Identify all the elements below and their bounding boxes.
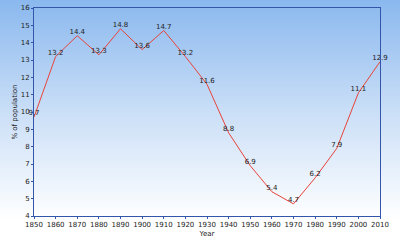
svg-text:Year: Year <box>199 230 215 238</box>
svg-text:1880: 1880 <box>90 221 108 229</box>
svg-text:1850: 1850 <box>25 221 43 229</box>
svg-text:1920: 1920 <box>176 221 194 229</box>
svg-text:6.2: 6.2 <box>310 170 321 178</box>
svg-text:1940: 1940 <box>220 221 238 229</box>
svg-text:7: 7 <box>25 160 29 168</box>
svg-text:1990: 1990 <box>328 221 346 229</box>
svg-text:16: 16 <box>21 4 30 12</box>
svg-text:1910: 1910 <box>155 221 173 229</box>
svg-text:1900: 1900 <box>133 221 151 229</box>
svg-text:14.4: 14.4 <box>69 28 85 36</box>
svg-text:12: 12 <box>21 74 30 82</box>
svg-text:13.2: 13.2 <box>178 49 194 57</box>
svg-text:6.9: 6.9 <box>245 158 256 166</box>
svg-text:11: 11 <box>21 91 30 99</box>
svg-text:13.2: 13.2 <box>48 49 64 57</box>
svg-text:15: 15 <box>21 22 30 30</box>
svg-text:9.7: 9.7 <box>28 109 39 117</box>
svg-text:4.7: 4.7 <box>288 196 299 204</box>
svg-text:1860: 1860 <box>47 221 65 229</box>
svg-text:2010: 2010 <box>371 221 389 229</box>
svg-text:9: 9 <box>25 126 29 134</box>
svg-text:4: 4 <box>25 212 30 220</box>
svg-text:13.3: 13.3 <box>91 47 107 55</box>
svg-text:6: 6 <box>25 178 30 186</box>
svg-text:1950: 1950 <box>241 221 259 229</box>
svg-text:1960: 1960 <box>263 221 281 229</box>
svg-text:12.9: 12.9 <box>372 54 388 62</box>
svg-text:5: 5 <box>25 195 29 203</box>
svg-text:11.1: 11.1 <box>351 85 367 93</box>
svg-text:2000: 2000 <box>349 221 367 229</box>
svg-text:13: 13 <box>21 56 30 64</box>
svg-text:% of population: % of population <box>11 84 19 139</box>
svg-text:5.4: 5.4 <box>266 184 278 192</box>
svg-text:8: 8 <box>25 143 29 151</box>
svg-text:1890: 1890 <box>112 221 130 229</box>
svg-text:7.9: 7.9 <box>331 141 342 149</box>
svg-text:14.8: 14.8 <box>113 21 129 29</box>
svg-text:8.8: 8.8 <box>223 125 234 133</box>
svg-text:13.6: 13.6 <box>134 42 150 50</box>
svg-text:10: 10 <box>21 108 30 116</box>
svg-text:14: 14 <box>21 39 30 47</box>
svg-text:11.6: 11.6 <box>199 77 215 85</box>
svg-text:1870: 1870 <box>68 221 86 229</box>
svg-text:1970: 1970 <box>285 221 303 229</box>
svg-text:1980: 1980 <box>306 221 324 229</box>
svg-text:14.7: 14.7 <box>156 23 172 31</box>
svg-text:1930: 1930 <box>198 221 216 229</box>
